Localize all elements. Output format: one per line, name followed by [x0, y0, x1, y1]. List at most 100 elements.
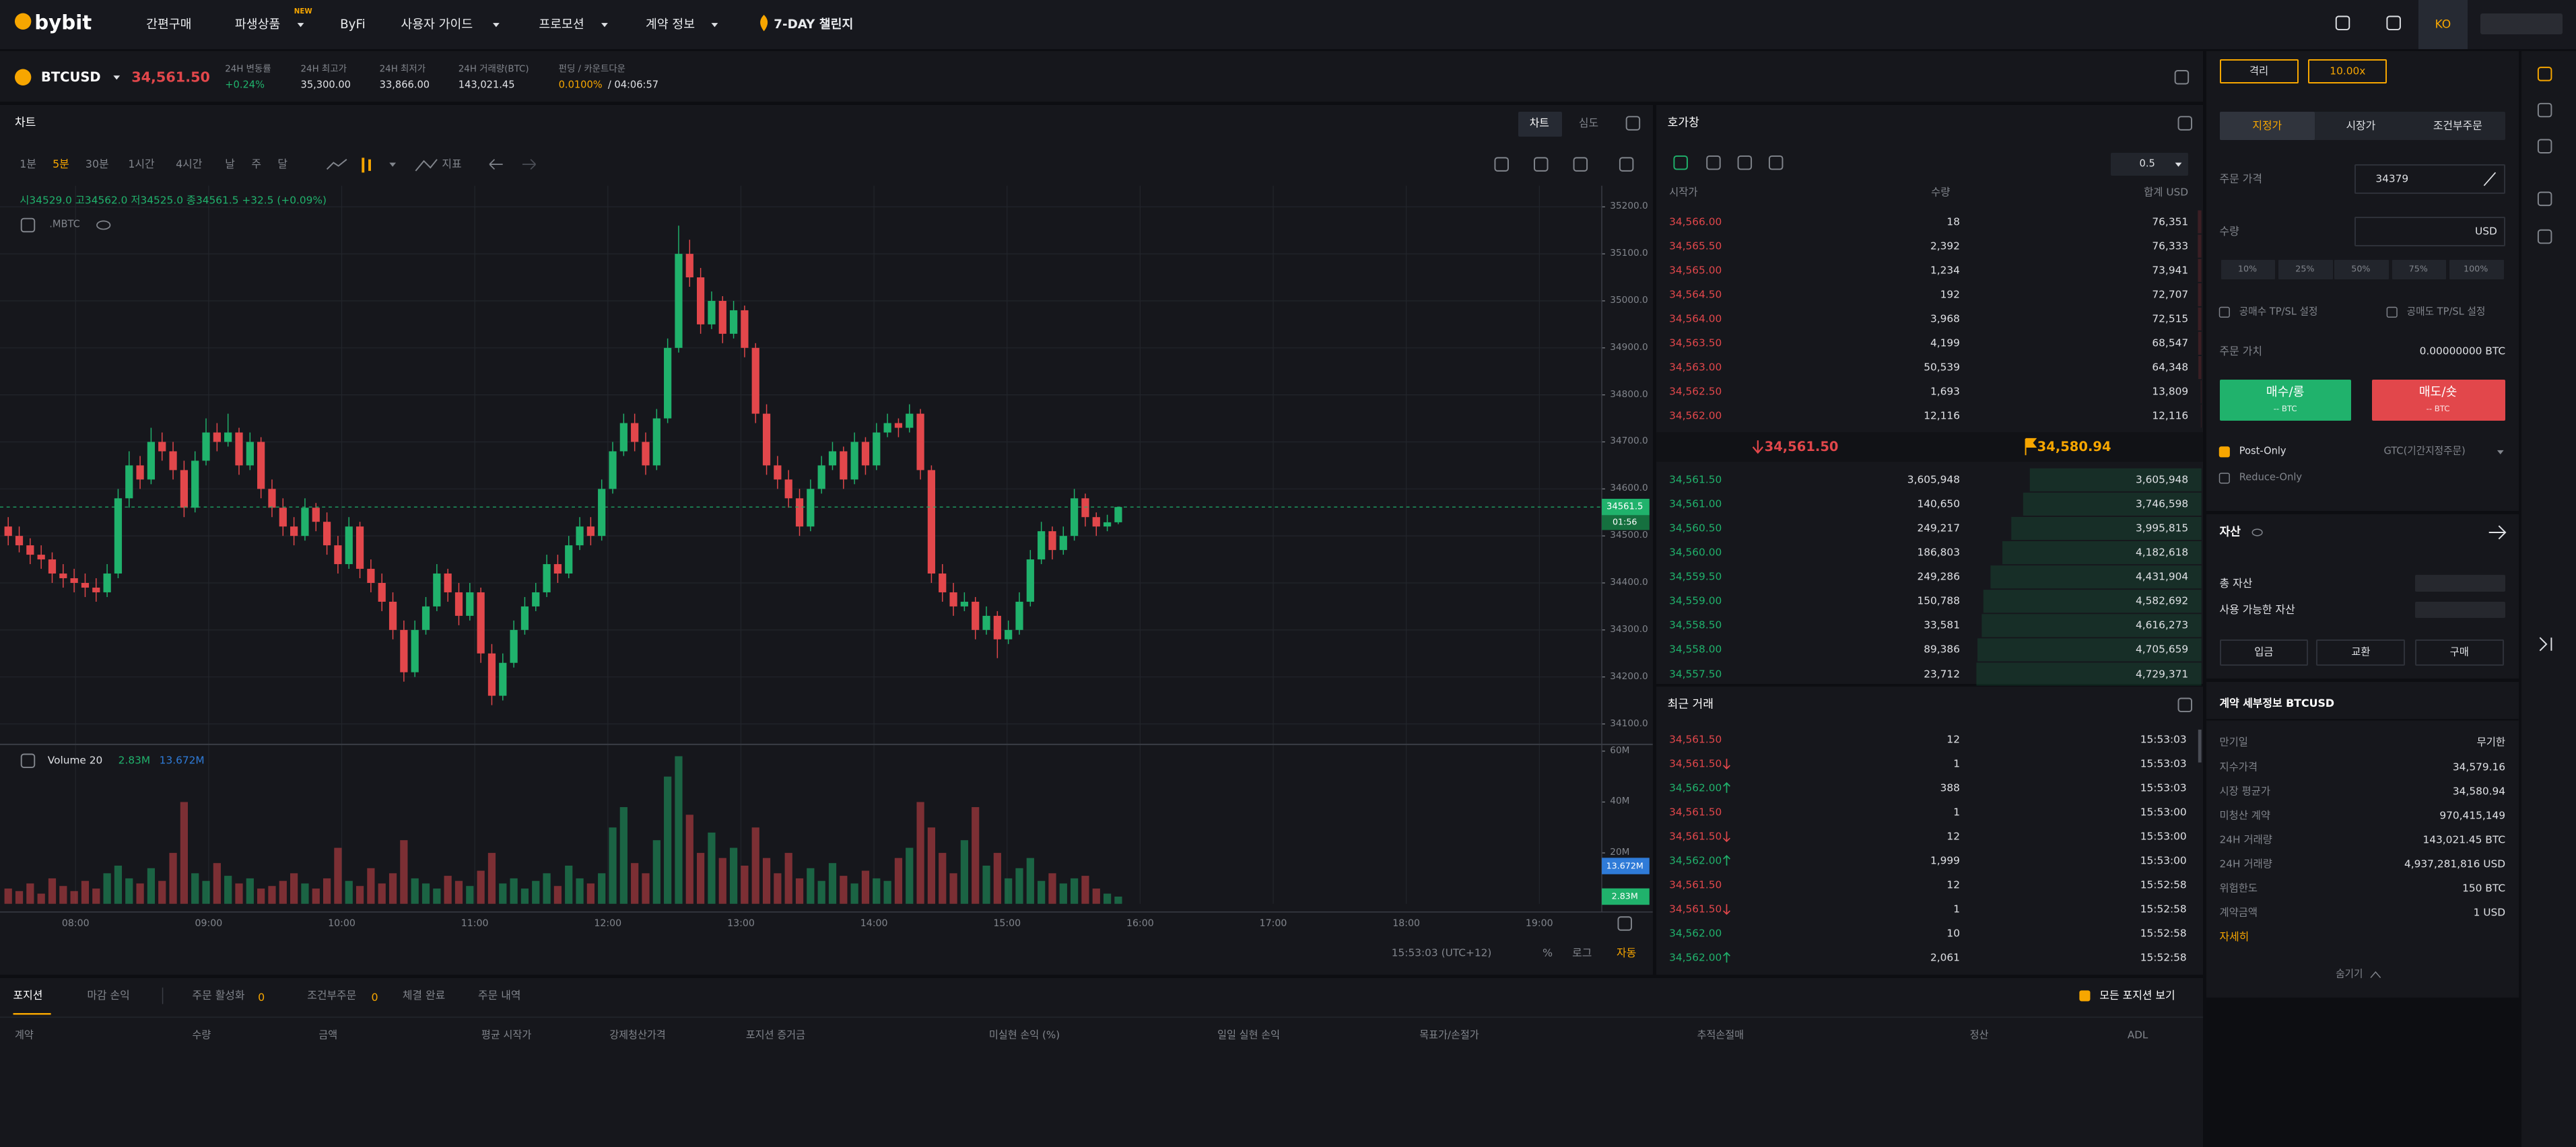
- candle-body: [466, 592, 474, 616]
- view-icon[interactable]: [1706, 155, 1721, 170]
- nav-item[interactable]: 파생상품: [234, 17, 281, 32]
- margin-mode-button[interactable]: [2219, 59, 2299, 84]
- depth-bar: [2029, 468, 2202, 491]
- interval[interactable]: 4시간: [176, 158, 203, 171]
- price-input[interactable]: [2354, 164, 2506, 195]
- sidebar-icon[interactable]: [2537, 191, 2552, 207]
- show-all[interactable]: 모든 포지션 보기: [2099, 989, 2175, 1002]
- y-tick-label: 34200.0: [1610, 670, 1648, 682]
- tab-active: [2219, 112, 2315, 140]
- view-icon[interactable]: [1768, 155, 1784, 170]
- asset-button[interactable]: [2316, 639, 2406, 666]
- bell-icon[interactable]: [2335, 15, 2350, 30]
- indicator-button[interactable]: 지표: [442, 158, 462, 171]
- tool-icon[interactable]: [1534, 157, 1549, 172]
- volume-bar: [37, 893, 45, 904]
- tab[interactable]: 주문 내역: [478, 989, 521, 1002]
- nav-item[interactable]: 계약 정보: [645, 17, 696, 32]
- layout-icon[interactable]: [2174, 69, 2190, 85]
- tab[interactable]: 체결 완료: [402, 989, 446, 1002]
- sidebar-icon[interactable]: [2537, 229, 2552, 244]
- interval[interactable]: 1분: [20, 158, 36, 171]
- asset-button[interactable]: [2219, 639, 2309, 666]
- buy-button[interactable]: [2219, 379, 2351, 421]
- asset-button-label[interactable]: 구매: [2449, 646, 2469, 658]
- tab[interactable]: 조건부주문: [2433, 118, 2482, 132]
- candle-body: [850, 442, 858, 480]
- interval[interactable]: 날: [225, 158, 235, 171]
- reduce-only[interactable]: Reduce-Only: [2239, 472, 2303, 484]
- tab[interactable]: 포지션: [13, 989, 43, 1002]
- nav-item[interactable]: ByFi: [340, 17, 366, 32]
- asset-button[interactable]: [2414, 639, 2504, 666]
- view-icon[interactable]: [1673, 155, 1688, 170]
- more-link[interactable]: 자세히: [2219, 930, 2249, 943]
- settings-icon[interactable]: [1617, 916, 1632, 931]
- x-tick-label: 13:00: [727, 917, 755, 929]
- tpsl-option[interactable]: 공매도 TP/SL 설정: [2406, 306, 2486, 318]
- expand-icon[interactable]: [2177, 697, 2193, 713]
- percent-button[interactable]: [2278, 259, 2333, 279]
- interval[interactable]: 주: [251, 158, 261, 171]
- tool-icon[interactable]: [1573, 157, 1588, 172]
- language-button[interactable]: [2418, 0, 2468, 50]
- nav-item[interactable]: 프로모션: [539, 17, 584, 32]
- tab[interactable]: 시장가: [2346, 118, 2376, 132]
- checkbox[interactable]: [2079, 990, 2091, 1002]
- interval[interactable]: 30분: [85, 158, 109, 171]
- percent-button[interactable]: [2334, 259, 2389, 279]
- volume-bar: [158, 880, 166, 904]
- book-total: 72,515: [2152, 312, 2189, 325]
- percent-button[interactable]: [2392, 259, 2447, 279]
- sidebar-icon[interactable]: [2537, 67, 2552, 81]
- tab[interactable]: 조건부주문: [307, 989, 357, 1002]
- tab[interactable]: 지정가: [2252, 118, 2282, 132]
- view-icon[interactable]: [1737, 155, 1753, 170]
- tab[interactable]: 심도: [1578, 116, 1599, 130]
- scale-option[interactable]: %: [1542, 946, 1553, 959]
- undo-icon: [489, 159, 503, 170]
- leverage-button[interactable]: [2308, 59, 2387, 84]
- asset-button-label[interactable]: 교환: [2351, 646, 2371, 658]
- step-select[interactable]: [2111, 153, 2189, 176]
- nav-item[interactable]: 7-DAY 챌린지: [774, 17, 854, 32]
- sidebar-icon[interactable]: [2537, 139, 2552, 154]
- nav-item[interactable]: 간편구매: [146, 17, 192, 32]
- interval[interactable]: 5분: [53, 158, 69, 171]
- scrollbar: [2198, 729, 2202, 763]
- symbol[interactable]: BTCUSD: [41, 69, 101, 85]
- time-in-force[interactable]: GTC(기간지정주문): [2383, 446, 2466, 458]
- asset-button-label[interactable]: 입금: [2254, 646, 2274, 658]
- sell-button[interactable]: [2372, 379, 2506, 421]
- scale-option[interactable]: 자동: [1617, 946, 1637, 959]
- tpsl-option[interactable]: 공매수 TP/SL 설정: [2239, 306, 2318, 318]
- hide-link[interactable]: 숨기기: [2336, 968, 2363, 980]
- checkbox[interactable]: [2218, 306, 2230, 318]
- book-total: 4,182,618: [2135, 546, 2189, 559]
- expand-icon[interactable]: [1625, 116, 1641, 131]
- tab-count: 0: [371, 990, 378, 1004]
- tool-icon[interactable]: [1494, 157, 1509, 172]
- collapse-icon[interactable]: [20, 753, 36, 769]
- percent-button[interactable]: [2449, 259, 2504, 279]
- tab[interactable]: 차트: [1529, 116, 1549, 130]
- book-qty: 150,788: [1917, 594, 1960, 607]
- checkbox[interactable]: [2386, 306, 2398, 318]
- expand-icon[interactable]: [2177, 116, 2193, 131]
- volume-bar: [70, 891, 78, 904]
- scale-option[interactable]: 로그: [1572, 946, 1592, 959]
- tab[interactable]: 주문 활성화: [192, 989, 245, 1002]
- collapse-icon[interactable]: [20, 217, 36, 233]
- checkbox[interactable]: [2218, 473, 2230, 484]
- post-only[interactable]: Post-Only: [2239, 446, 2286, 458]
- tool-icon[interactable]: [1619, 157, 1634, 172]
- checkbox[interactable]: [2218, 446, 2230, 458]
- tab[interactable]: 마감 손익: [87, 989, 130, 1002]
- phone-icon[interactable]: [2386, 15, 2401, 30]
- sidebar-icon[interactable]: [2537, 102, 2552, 118]
- nav-item[interactable]: 사용자 가이드: [401, 17, 473, 32]
- interval[interactable]: 1시간: [128, 158, 155, 171]
- interval[interactable]: 달: [277, 158, 287, 171]
- percent-button[interactable]: [2221, 259, 2276, 279]
- qty-input[interactable]: [2354, 217, 2506, 247]
